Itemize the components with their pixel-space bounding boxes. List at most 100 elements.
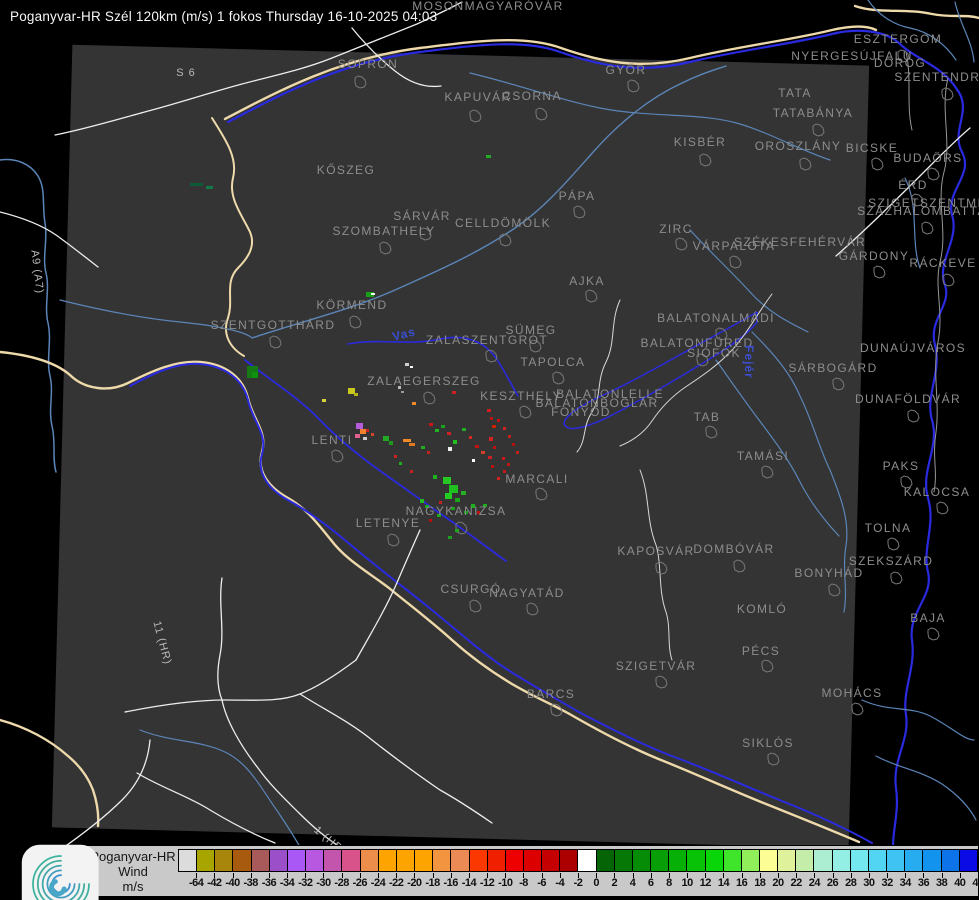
legend-color-cell — [941, 850, 960, 871]
legend-panel: Poganyvar-HR Wind m/s -64 -42 -40 -38 -36 -34… — [84, 845, 979, 897]
legend-color-cell — [687, 850, 706, 871]
city-label: KOMLÓ — [736, 602, 788, 616]
city-label: RÁCKEVE — [909, 256, 977, 270]
legend-color-cell — [251, 850, 270, 871]
stream-southeast2 — [875, 755, 977, 821]
city-label: SÁRVÁR — [393, 209, 451, 223]
legend-tick-mark — [287, 873, 289, 878]
radar-echo — [472, 459, 475, 462]
legend-tick-label: -34 — [279, 877, 295, 889]
city-label: MOHÁCS — [821, 686, 883, 700]
city-label: FONYÓD — [551, 405, 611, 419]
city-label: OROSZLÁNY — [754, 139, 842, 153]
radar-echo — [488, 456, 492, 459]
city-label: SZÉKESFEHÉRVÁR — [733, 235, 867, 249]
legend-tick-mark — [923, 873, 925, 878]
radar-echo — [403, 439, 411, 442]
legend-tick-mark — [450, 873, 452, 878]
radar-echo — [405, 363, 409, 366]
city-label: BUDAÖRS — [893, 151, 963, 165]
radar-echo — [452, 391, 456, 394]
legend-tick-mark — [541, 873, 543, 878]
legend-color-cell — [433, 850, 452, 871]
legend-tick-mark — [832, 873, 834, 878]
road-label: A9 (A7) — [28, 249, 46, 295]
city-label: KISBÉR — [673, 135, 727, 149]
legend-tick-label: 18 — [754, 877, 766, 889]
legend-tick-label: 38 — [936, 877, 948, 889]
city-label: SIKLÓS — [742, 736, 794, 750]
legend-tick-mark — [850, 873, 852, 878]
city-label: ESZTERGOM — [853, 32, 943, 46]
map-title: Poganyvar-HR Szél 120km (m/s) 1 fokos Th… — [10, 9, 438, 24]
legend-tick-label: -30 — [316, 877, 331, 889]
legend-tick-label: -14 — [461, 877, 477, 889]
city-label: DUNAFÖLDVÁR — [854, 392, 962, 406]
legend-tick-label: 8 — [666, 877, 672, 889]
city-outline — [871, 157, 884, 171]
city-label: SZÁZHALOMBATTA — [857, 204, 979, 218]
city-label: SIÓFOK — [687, 346, 741, 360]
legend-tick-label: 36 — [917, 877, 930, 889]
legend-color-cell — [324, 850, 343, 871]
legend-color-cell — [306, 850, 325, 871]
legend-color-cell — [850, 850, 869, 871]
legend-tick-label: 40 — [954, 877, 966, 889]
legend-tick-mark — [959, 873, 961, 878]
city-outline — [890, 571, 903, 585]
city-label: GÁRDONY — [838, 249, 910, 263]
radar-echo — [435, 429, 439, 432]
radar-coverage-area[interactable] — [51, 44, 870, 849]
legend-color-cell — [959, 850, 977, 871]
legend-tick-label: -6 — [537, 877, 547, 889]
rainviewer-logo — [17, 844, 105, 900]
radar-echo — [489, 437, 493, 441]
legend-colorbar — [178, 849, 978, 872]
legend-tick-mark — [705, 873, 707, 878]
legend-tick-label: -36 — [261, 877, 277, 889]
legend-color-cell — [415, 850, 434, 871]
legend-tick-mark — [323, 873, 325, 878]
legend-colorbar-wrap: -64 -42 -40 -38 -36 -34 -32 -30 -28 -26 -24 -22 -20-… — [178, 849, 979, 889]
border-topright — [853, 4, 979, 20]
city-label: DUNAÚJVÁROS — [859, 341, 967, 355]
city-label: SOPRON — [337, 57, 399, 71]
radar-echo — [429, 423, 433, 426]
radar-echo — [363, 437, 367, 440]
legend-color-cell — [651, 850, 670, 871]
legend-tick-mark — [759, 873, 761, 878]
legend-tick-mark — [396, 873, 398, 878]
legend-tick-mark — [359, 873, 361, 878]
legend-tick-label: -12 — [479, 877, 495, 889]
legend-color-cell — [542, 850, 561, 871]
legend-tick-label: 4 — [629, 877, 636, 889]
radar-echo — [445, 493, 452, 499]
legend-color-cell — [287, 850, 307, 871]
legend-color-cell — [705, 850, 724, 871]
city-label: SZOMBATHELY — [332, 224, 436, 238]
legend-tick-label: 30 — [863, 877, 875, 889]
radar-echo — [190, 183, 203, 186]
legend-color-cell — [887, 850, 906, 871]
legend-color-cell — [868, 850, 888, 871]
city-label: ZALAEGERSZEG — [367, 374, 481, 388]
radar-echo — [421, 446, 425, 449]
legend-tick-mark — [196, 873, 198, 878]
radar-echo — [366, 429, 369, 432]
legend-color-cell — [741, 850, 760, 871]
legend-tick-label: 24 — [808, 877, 821, 889]
city-outline — [851, 702, 864, 716]
radar-echo — [371, 293, 375, 295]
legend-color-cell — [905, 850, 924, 871]
city-outline — [873, 265, 886, 279]
legend-tick-label: 34 — [899, 877, 912, 889]
radar-echo — [481, 451, 485, 454]
radar-echo — [453, 440, 457, 444]
radar-echo — [512, 443, 515, 446]
legend-tick-label: -10 — [498, 877, 513, 889]
city-label: TOLNA — [864, 521, 912, 535]
legend-color-cell — [233, 850, 252, 871]
radar-echo — [420, 499, 424, 503]
radar-echo — [427, 451, 430, 454]
legend-tick-label: 28 — [845, 877, 857, 889]
